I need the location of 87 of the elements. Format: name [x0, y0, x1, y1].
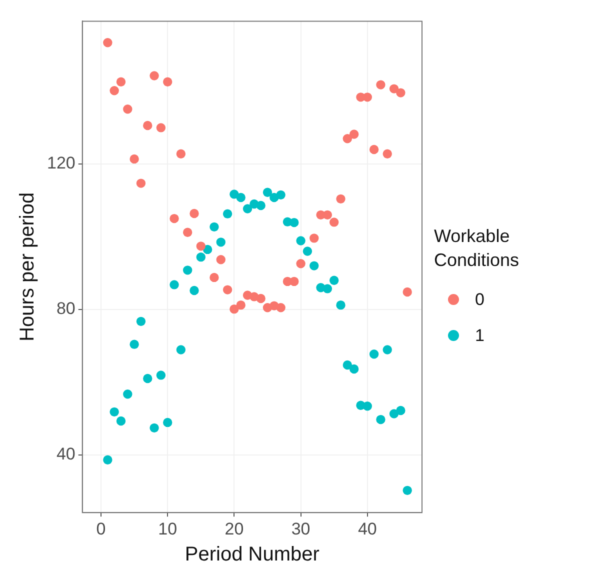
point	[322, 284, 332, 294]
x-tick-label: 30	[291, 519, 310, 538]
point	[130, 340, 139, 349]
point	[369, 144, 379, 154]
point	[296, 236, 306, 246]
point	[349, 364, 359, 374]
point	[402, 287, 412, 297]
y-axis-title: Hours per period	[16, 192, 39, 342]
point	[296, 259, 306, 268]
point	[369, 350, 379, 359]
point	[376, 80, 386, 90]
point	[103, 455, 112, 464]
point	[150, 423, 159, 433]
point	[210, 222, 219, 232]
point	[236, 300, 246, 310]
point	[382, 345, 392, 354]
y-tick-label: 120	[46, 154, 76, 173]
point	[336, 300, 346, 310]
point	[210, 272, 219, 282]
point	[110, 407, 119, 417]
point	[163, 418, 172, 428]
point	[310, 261, 319, 270]
point	[103, 38, 112, 48]
point	[196, 252, 206, 262]
point	[190, 208, 199, 218]
point	[362, 402, 372, 411]
point	[110, 86, 119, 96]
point	[396, 88, 406, 98]
y-tick-label: 40	[56, 444, 76, 464]
point	[196, 242, 206, 251]
point	[170, 280, 179, 290]
point	[382, 149, 392, 158]
point	[216, 238, 226, 247]
point	[310, 234, 319, 243]
y-tick-label: 80	[56, 299, 76, 318]
point	[143, 374, 152, 384]
point	[302, 246, 312, 256]
point	[290, 276, 299, 286]
point	[136, 178, 146, 188]
x-tick-label: 0	[96, 519, 106, 538]
point	[156, 123, 166, 132]
point	[190, 286, 199, 296]
point	[143, 120, 152, 130]
point	[116, 77, 126, 86]
point	[329, 218, 339, 227]
point	[130, 154, 139, 164]
point	[342, 134, 352, 144]
point	[402, 486, 412, 496]
point	[163, 77, 172, 86]
point	[376, 414, 386, 424]
point	[116, 416, 126, 426]
point	[170, 214, 179, 224]
point	[123, 390, 132, 399]
point	[349, 130, 359, 139]
x-tick-label: 20	[224, 519, 244, 538]
point	[262, 188, 272, 197]
point	[176, 149, 186, 158]
point	[182, 228, 192, 237]
point	[176, 345, 186, 354]
point	[389, 84, 399, 94]
point	[336, 194, 346, 204]
point	[256, 200, 266, 210]
legend-title: Workable Conditions	[434, 224, 520, 272]
point	[236, 192, 246, 202]
x-axis-title: Period Number	[184, 544, 320, 566]
legend-label: 1	[475, 326, 484, 346]
legend-label: 0	[475, 290, 484, 310]
point	[182, 266, 192, 275]
point	[256, 294, 266, 304]
point	[242, 204, 252, 214]
point	[222, 285, 232, 294]
point	[290, 218, 299, 228]
point	[230, 304, 239, 314]
point	[150, 71, 159, 80]
point	[342, 360, 352, 370]
point	[136, 316, 146, 326]
point	[156, 370, 166, 380]
point	[216, 255, 226, 264]
point	[329, 276, 339, 285]
point	[222, 209, 232, 218]
x-tick-label: 10	[158, 519, 178, 538]
x-tick-label: 40	[358, 519, 377, 538]
point	[276, 190, 286, 200]
point	[123, 104, 132, 114]
point	[396, 406, 406, 416]
point	[322, 210, 332, 220]
point	[276, 303, 286, 312]
